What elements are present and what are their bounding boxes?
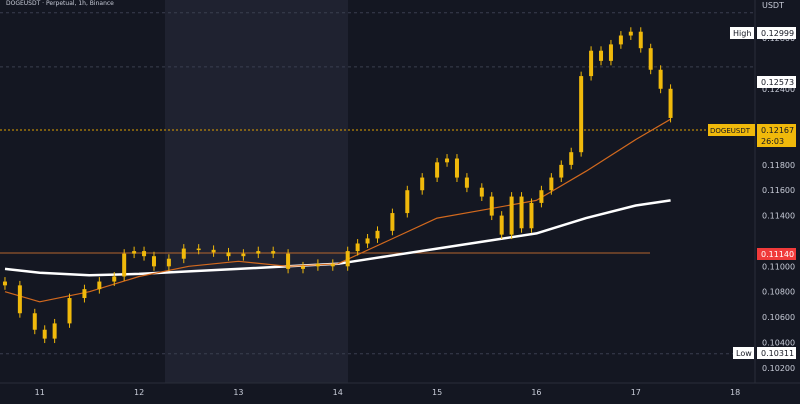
moving-averages xyxy=(4,118,671,303)
last-price-label: DOGEUSDT 0.12167 26:03 xyxy=(708,124,796,147)
mark-price-label: 0.12573 xyxy=(757,76,796,88)
candle-body[interactable] xyxy=(420,177,425,191)
time-tick-label: 13 xyxy=(233,388,243,397)
candle-body[interactable] xyxy=(241,253,246,257)
candle-body[interactable] xyxy=(300,266,305,269)
last-label-countdown: 26:03 xyxy=(761,137,784,146)
time-tick-label: 17 xyxy=(631,388,641,397)
time-tick-label: 15 xyxy=(432,388,442,397)
high-price-label: High 0.12999 xyxy=(730,27,796,39)
candle-body[interactable] xyxy=(112,276,117,282)
candle-body[interactable] xyxy=(405,190,410,214)
candle-body[interactable] xyxy=(211,249,216,253)
candle-body[interactable] xyxy=(17,285,22,314)
price-tick-label: 0.11600 xyxy=(762,186,795,195)
candle-body[interactable] xyxy=(618,35,623,45)
candle-body[interactable] xyxy=(355,243,360,252)
last-label-value: 0.12167 xyxy=(761,126,794,135)
time-tick-label: 16 xyxy=(531,388,541,397)
candle-body[interactable] xyxy=(330,263,335,267)
candle-body[interactable] xyxy=(435,162,440,178)
price-tick-label: 0.11400 xyxy=(762,212,795,221)
candle-body[interactable] xyxy=(67,298,72,324)
high-label-prefix: High xyxy=(733,29,751,38)
support-price-label: 0.11140 xyxy=(757,248,796,260)
time-axis-ticks: 11 12 13 14 15 16 17 18 xyxy=(35,388,741,397)
time-tick-label: 11 xyxy=(35,388,45,397)
candle-series[interactable] xyxy=(2,27,673,344)
candle-body[interactable] xyxy=(365,238,370,244)
symbol-title: DOGEUSDT · Perpetual, 1h, Binance xyxy=(6,0,114,7)
candle-body[interactable] xyxy=(638,31,643,49)
candle-body[interactable] xyxy=(32,313,37,330)
time-tick-label: 12 xyxy=(134,388,144,397)
candle-body[interactable] xyxy=(196,248,201,251)
candle-body[interactable] xyxy=(658,69,663,89)
mark-label-value: 0.12573 xyxy=(761,78,794,87)
candle-body[interactable] xyxy=(256,251,261,254)
candle-body[interactable] xyxy=(271,251,276,254)
candle-body[interactable] xyxy=(375,230,380,239)
ma-fast-line xyxy=(4,118,671,303)
candle-body[interactable] xyxy=(539,190,544,203)
candle-body[interactable] xyxy=(589,50,594,77)
high-label-value: 0.12999 xyxy=(761,29,794,38)
candle-body[interactable] xyxy=(499,215,504,235)
candle-body[interactable] xyxy=(668,88,673,118)
session-shade xyxy=(165,0,348,383)
candle-body[interactable] xyxy=(479,187,484,197)
candle-body[interactable] xyxy=(286,253,291,269)
candle-body[interactable] xyxy=(454,158,459,178)
candle-body[interactable] xyxy=(181,248,186,259)
candle-body[interactable] xyxy=(315,263,320,267)
price-tick-label: 0.10400 xyxy=(762,338,795,347)
low-label-prefix: Low xyxy=(736,349,752,358)
time-tick-label: 18 xyxy=(730,388,740,397)
price-tick-label: 0.10200 xyxy=(762,364,795,373)
time-tick-label: 14 xyxy=(333,388,343,397)
last-label-symbol: DOGEUSDT xyxy=(710,127,751,135)
candle-body[interactable] xyxy=(489,196,494,216)
candle-body[interactable] xyxy=(151,256,156,267)
candle-body[interactable] xyxy=(390,213,395,231)
candle-body[interactable] xyxy=(345,251,350,267)
candle-body[interactable] xyxy=(549,177,554,191)
candle-body[interactable] xyxy=(509,196,514,235)
candle-body[interactable] xyxy=(82,289,87,299)
candle-body[interactable] xyxy=(628,31,633,36)
currency-label: USDT xyxy=(762,1,784,10)
candle-body[interactable] xyxy=(166,258,171,267)
candle-body[interactable] xyxy=(142,251,147,257)
candle-body[interactable] xyxy=(599,50,604,61)
candle-body[interactable] xyxy=(648,48,653,70)
candle-body[interactable] xyxy=(529,202,534,229)
low-price-label: Low 0.10311 xyxy=(733,347,796,359)
candle-body[interactable] xyxy=(519,196,524,229)
candle-body[interactable] xyxy=(132,251,137,254)
candle-body[interactable] xyxy=(464,177,469,188)
price-tick-label: 0.11000 xyxy=(762,262,795,271)
candle-body[interactable] xyxy=(122,253,127,277)
candle-body[interactable] xyxy=(608,44,613,61)
price-tick-label: 0.12400 xyxy=(762,85,795,94)
price-tick-label: 0.10800 xyxy=(762,288,795,297)
price-tick-label: 0.11800 xyxy=(762,161,795,170)
candle-body[interactable] xyxy=(445,158,450,163)
candle-body[interactable] xyxy=(97,281,102,290)
candle-body[interactable] xyxy=(569,152,574,165)
candle-body[interactable] xyxy=(52,323,57,339)
candle-body[interactable] xyxy=(2,281,7,286)
candle-body[interactable] xyxy=(579,76,584,153)
support-label-value: 0.11140 xyxy=(761,250,794,259)
candle-body[interactable] xyxy=(42,329,47,339)
low-label-value: 0.10311 xyxy=(761,349,794,358)
price-tick-label: 0.10600 xyxy=(762,313,795,322)
candle-body[interactable] xyxy=(226,252,231,257)
candle-body[interactable] xyxy=(559,164,564,178)
